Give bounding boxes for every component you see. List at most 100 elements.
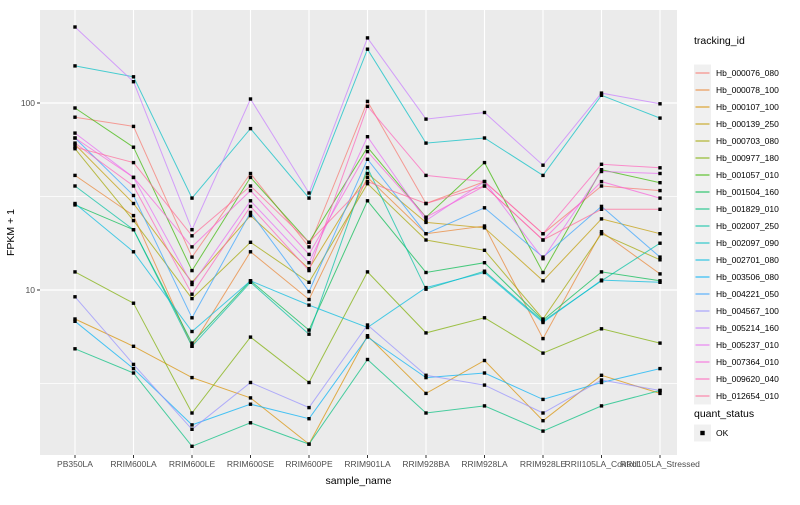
data-point — [131, 362, 136, 367]
data-point — [424, 238, 428, 242]
data-point — [424, 220, 428, 225]
data-point — [307, 332, 311, 336]
data-point — [131, 184, 136, 188]
data-point — [658, 181, 662, 185]
data-point — [131, 218, 136, 223]
data-point — [541, 270, 545, 275]
data-point — [248, 213, 253, 218]
data-point — [658, 102, 662, 106]
data-point — [365, 104, 370, 108]
data-point — [190, 344, 194, 348]
data-point — [248, 188, 253, 193]
data-point — [307, 297, 311, 302]
data-point — [307, 417, 311, 421]
data-point — [73, 25, 77, 29]
data-point — [307, 303, 311, 307]
data-point — [307, 261, 311, 265]
legend-quant-status: quant_status OK — [694, 408, 754, 442]
x-tick-label: RRIM600LE — [169, 459, 216, 469]
data-point — [190, 282, 194, 287]
data-point — [599, 93, 604, 97]
data-point — [73, 201, 77, 206]
data-point — [190, 245, 194, 249]
data-point — [424, 391, 428, 396]
data-point — [482, 358, 487, 363]
data-point — [248, 396, 253, 400]
data-point — [190, 444, 194, 448]
legend-label: Hb_009620_040 — [716, 374, 779, 384]
data-point — [190, 228, 194, 232]
data-point — [365, 166, 370, 170]
data-point — [599, 404, 604, 408]
data-point — [658, 207, 662, 211]
legend-tracking-id: tracking_id Hb_000076_080 Hb_000078_100 Hb_… — [694, 35, 779, 405]
data-point — [131, 301, 136, 305]
data-point — [131, 80, 136, 84]
data-point — [190, 341, 194, 345]
data-point — [365, 323, 370, 327]
data-point — [599, 207, 604, 211]
data-point — [365, 175, 370, 180]
legend-label: Hb_001057_010 — [716, 170, 779, 180]
data-points — [73, 25, 662, 448]
data-point — [190, 411, 194, 415]
data-point — [365, 179, 370, 184]
data-point — [131, 366, 136, 371]
data-point — [131, 228, 136, 232]
data-point — [599, 270, 604, 274]
data-point — [541, 163, 545, 167]
data-point — [658, 166, 662, 170]
data-point — [307, 442, 311, 446]
data-point — [482, 261, 487, 265]
data-point — [541, 232, 545, 236]
data-point — [73, 145, 77, 149]
data-point — [424, 270, 428, 275]
data-point — [248, 126, 253, 131]
data-point — [248, 402, 253, 406]
data-point — [307, 268, 311, 273]
data-point — [424, 331, 428, 335]
data-point — [365, 171, 370, 176]
data-point — [599, 184, 604, 188]
data-point — [365, 36, 370, 40]
data-point — [482, 206, 487, 210]
data-point — [482, 316, 487, 320]
data-point — [482, 179, 487, 184]
data-point — [248, 421, 253, 425]
legend-key-point-square — [700, 430, 705, 436]
data-point — [190, 375, 194, 380]
legend-label: Hb_001504_160 — [716, 187, 779, 197]
legend-label: Hb_005214_160 — [716, 323, 779, 333]
y-tick-label: 10 — [26, 285, 36, 295]
data-point — [73, 64, 77, 68]
data-point — [365, 135, 370, 139]
legend-label: Hb_002007_250 — [716, 221, 779, 231]
data-point — [190, 427, 194, 431]
data-point — [599, 378, 604, 382]
data-point — [541, 279, 545, 283]
data-point — [424, 173, 428, 178]
data-point — [307, 245, 311, 249]
data-point — [190, 423, 194, 427]
data-point — [599, 169, 604, 174]
data-point — [248, 184, 253, 188]
data-point — [131, 124, 136, 129]
data-point — [599, 230, 604, 234]
data-point — [365, 99, 370, 104]
legend-label: Hb_002097_090 — [716, 238, 779, 248]
data-point — [541, 320, 545, 325]
x-tick-label: RRIM928BA — [402, 459, 450, 469]
data-point — [131, 371, 136, 375]
data-point — [541, 419, 545, 423]
data-point — [424, 117, 428, 121]
data-point — [248, 210, 253, 215]
x-tick-label: RRII105LA_Control — [565, 459, 639, 469]
data-point — [658, 241, 662, 245]
data-point — [424, 218, 428, 223]
x-tick-label: RRIM928LA — [461, 459, 508, 469]
data-point — [190, 296, 194, 301]
data-point — [73, 115, 77, 119]
data-point — [424, 411, 428, 415]
data-point — [73, 317, 77, 321]
data-point — [658, 388, 662, 393]
